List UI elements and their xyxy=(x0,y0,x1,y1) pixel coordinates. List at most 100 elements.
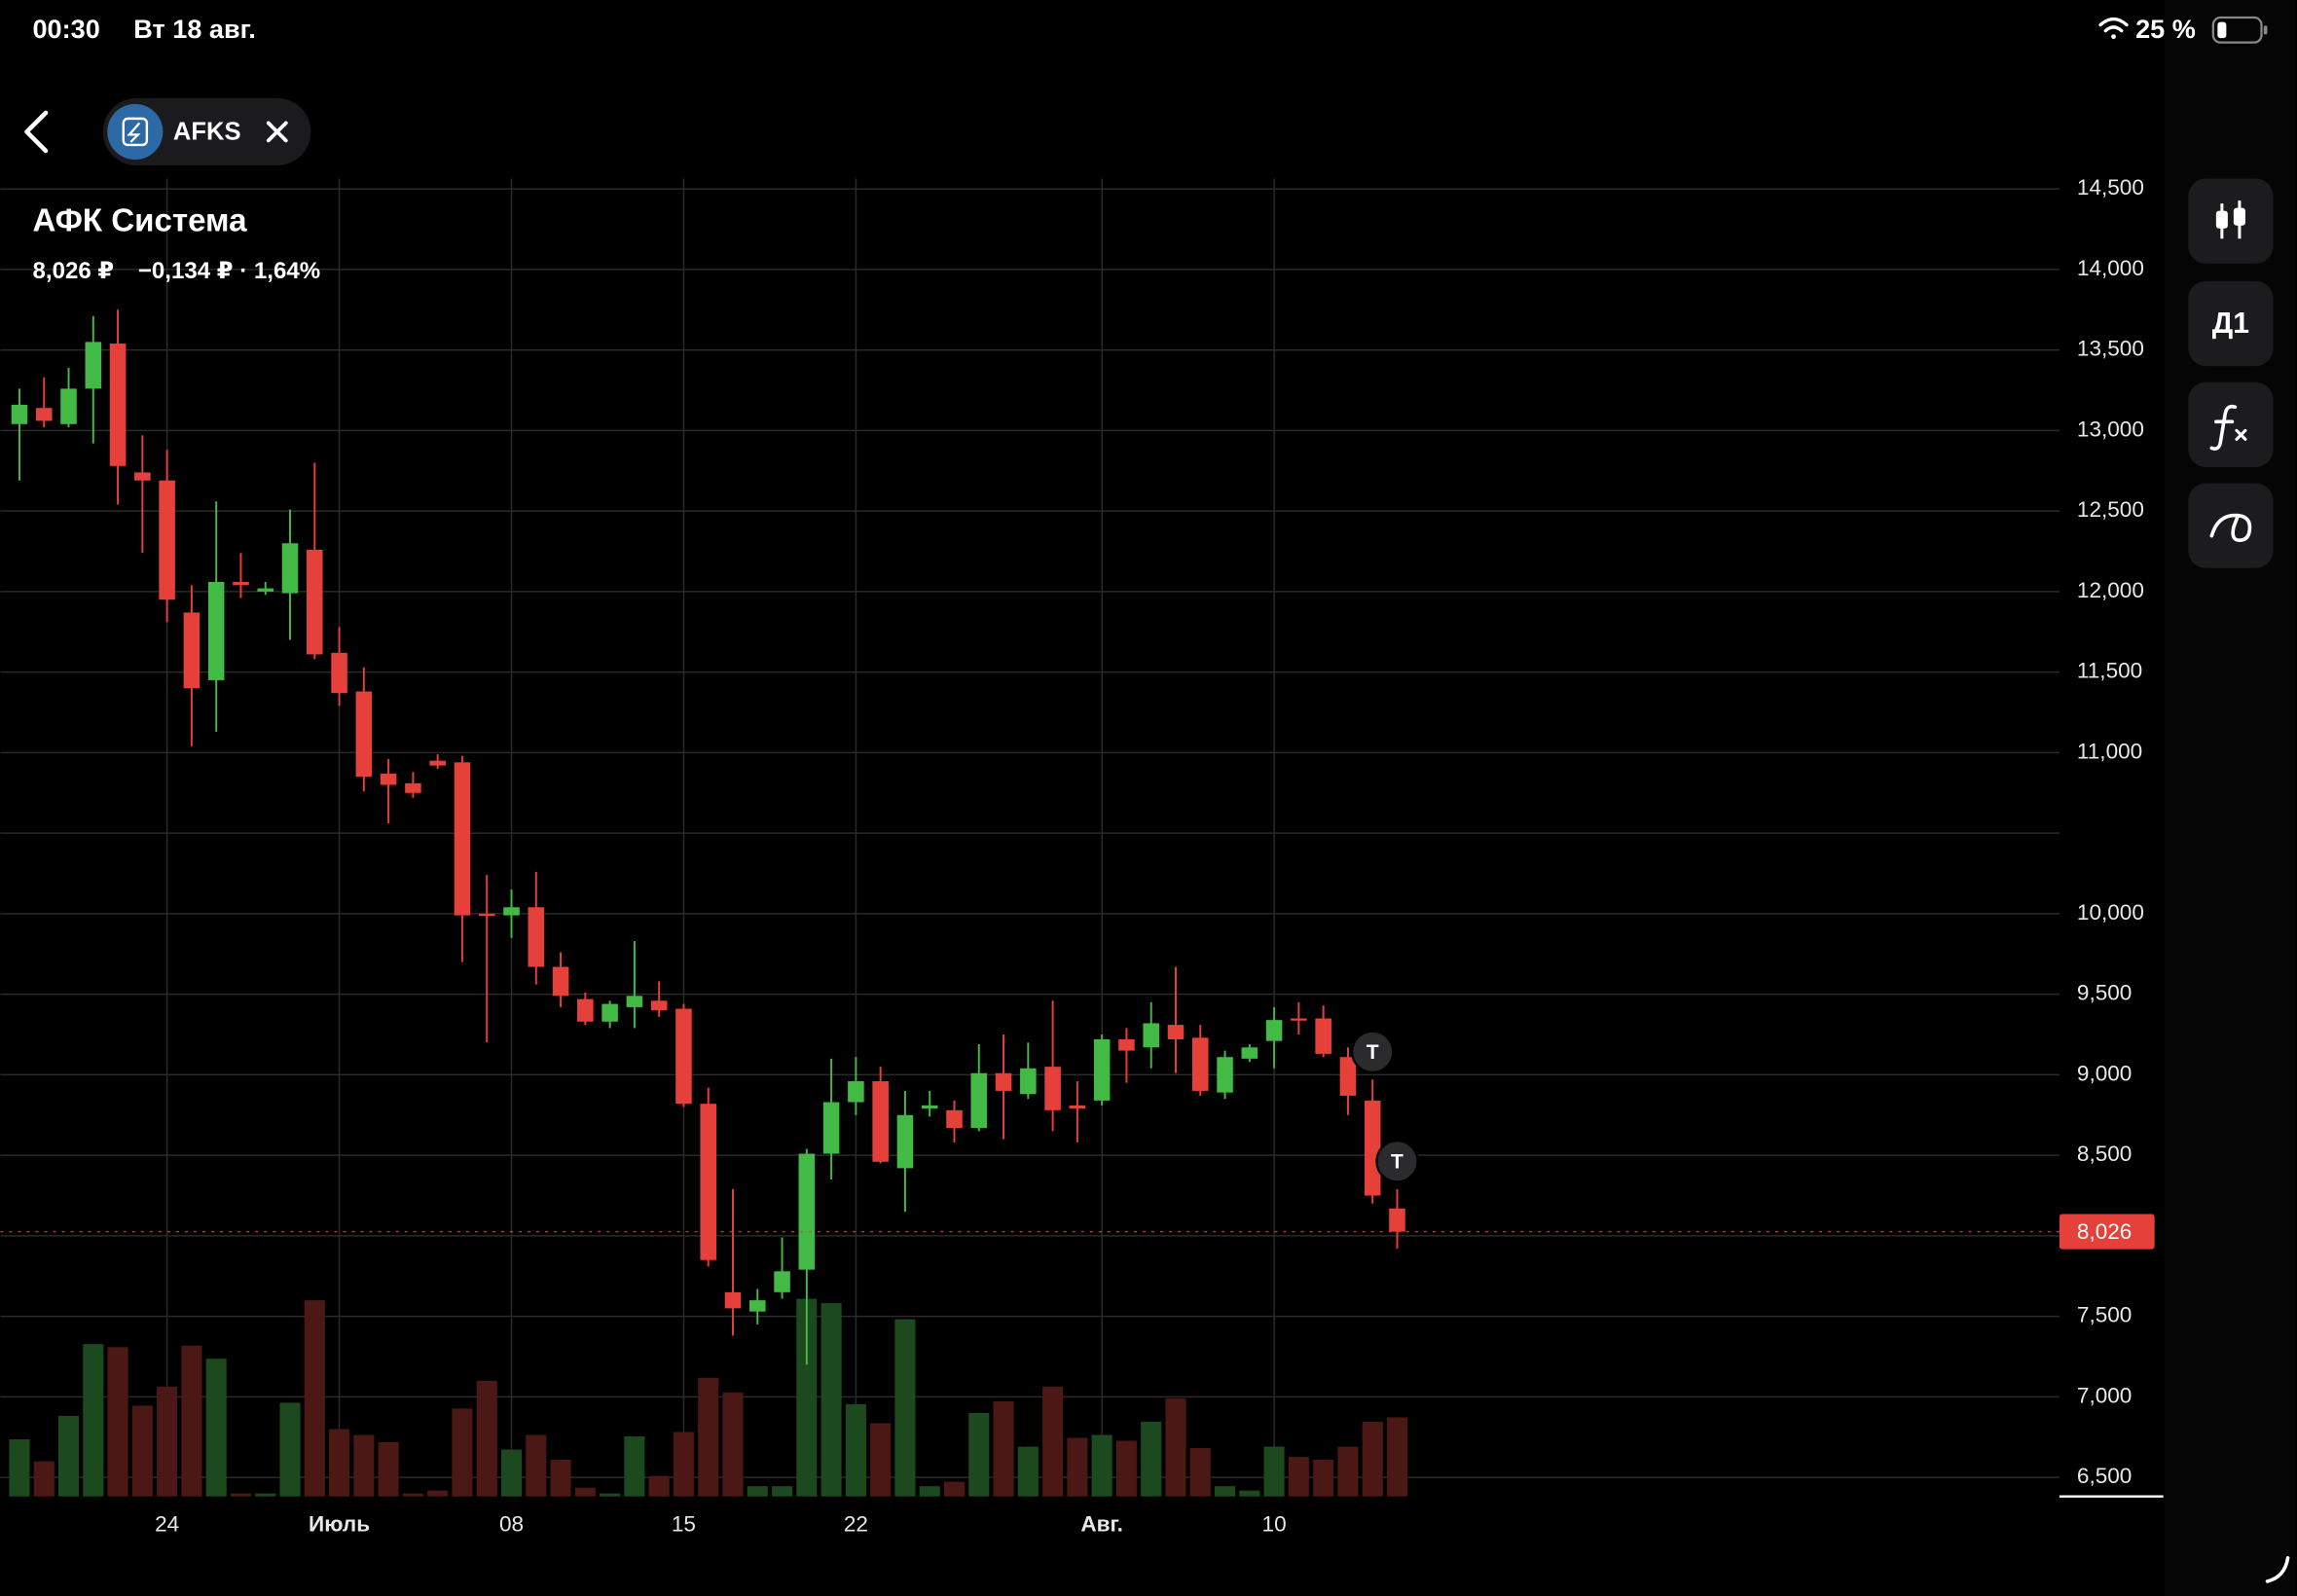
candle-body xyxy=(454,762,471,916)
volume-bar xyxy=(1386,1417,1408,1497)
candle-body xyxy=(1167,1025,1185,1039)
candle-body xyxy=(1265,1020,1283,1041)
candle-body xyxy=(233,581,249,586)
volume-bar xyxy=(83,1344,104,1497)
volume-bar xyxy=(600,1493,621,1497)
current-price-label: 8,026 xyxy=(2077,1219,2132,1244)
x-tick-label: 22 xyxy=(844,1512,868,1537)
y-tick-label: 13,500 xyxy=(2077,337,2144,361)
candle-body xyxy=(1069,1105,1086,1109)
volume-bar xyxy=(107,1347,128,1497)
candle-body xyxy=(650,1000,668,1011)
candle-body xyxy=(1364,1100,1381,1196)
x-tick-label: Авг. xyxy=(1080,1512,1123,1537)
chart-type-button[interactable] xyxy=(2188,178,2274,264)
candle-body xyxy=(380,773,397,785)
ticker: AFKS xyxy=(173,119,241,146)
volume-bar xyxy=(1091,1434,1112,1497)
candle-body xyxy=(1093,1038,1111,1101)
candle-body xyxy=(675,1008,692,1105)
candle-body xyxy=(331,652,347,694)
chart-title: АФК Система xyxy=(33,202,248,238)
volume-bar xyxy=(1042,1386,1064,1497)
volume-bar xyxy=(894,1319,916,1497)
candle-body xyxy=(134,472,151,481)
candle-body xyxy=(822,1102,840,1154)
volume-bar xyxy=(574,1487,596,1497)
volume-bar xyxy=(9,1439,30,1497)
status-date: Вт 18 авг. xyxy=(133,14,255,44)
volume-bar xyxy=(1313,1460,1334,1497)
candle-body xyxy=(921,1105,938,1109)
volume-bar xyxy=(279,1402,301,1497)
candle-body xyxy=(724,1291,742,1309)
candle-body xyxy=(281,543,299,594)
volume-bar xyxy=(329,1429,350,1497)
interval-button[interactable]: Д1 xyxy=(2188,280,2274,367)
indicators-button[interactable] xyxy=(2188,381,2274,467)
volume-bar xyxy=(205,1359,227,1497)
volume-bar xyxy=(919,1486,940,1497)
volume-bar xyxy=(648,1475,670,1497)
volume-bar xyxy=(181,1345,202,1497)
volume-bar xyxy=(698,1377,719,1497)
event-marker-label: T xyxy=(1367,1041,1379,1064)
y-tick-label: 12,500 xyxy=(2077,497,2144,522)
volume-bar xyxy=(1215,1486,1236,1497)
battery-icon xyxy=(2211,16,2268,44)
volume-bar xyxy=(353,1434,375,1497)
volume-bar xyxy=(526,1434,547,1497)
resize-handle[interactable] xyxy=(2265,1556,2290,1583)
candle-body xyxy=(405,782,421,793)
back-button[interactable] xyxy=(24,110,49,154)
x-tick-label: 15 xyxy=(672,1512,696,1537)
candle-body xyxy=(1389,1208,1405,1232)
volume-bar xyxy=(255,1493,276,1497)
candle-body xyxy=(1217,1057,1233,1093)
volume-bar xyxy=(57,1415,80,1497)
close-ticker[interactable] xyxy=(266,121,288,143)
candle-body xyxy=(1118,1038,1135,1051)
y-tick-label: 11,000 xyxy=(2077,739,2142,763)
candle-body xyxy=(1143,1023,1159,1048)
volume-bar xyxy=(378,1442,399,1497)
y-tick-label: 10,000 xyxy=(2077,900,2144,925)
candle-body xyxy=(970,1072,988,1129)
candle-body xyxy=(700,1104,716,1260)
volume-bar xyxy=(1017,1446,1039,1497)
y-tick-label: 14,500 xyxy=(2077,175,2144,200)
candle-body xyxy=(1191,1037,1209,1091)
x-tick-label: 08 xyxy=(499,1512,524,1537)
candle-body xyxy=(552,966,569,997)
candle-body xyxy=(60,388,77,424)
volume-bar xyxy=(1189,1448,1211,1497)
volume-bar xyxy=(772,1486,793,1497)
candle-body xyxy=(35,408,53,421)
price-change: −0,134 ₽ · 1,64% xyxy=(138,258,320,284)
volume-bar xyxy=(993,1400,1014,1497)
candle-body xyxy=(528,907,545,967)
candle-body xyxy=(1339,1057,1357,1096)
y-tick-label: 7,000 xyxy=(2077,1383,2132,1407)
x-tick-label: Июль xyxy=(309,1512,370,1537)
candle-body xyxy=(1044,1067,1061,1110)
volume-bar xyxy=(33,1461,55,1497)
drawing-button[interactable] xyxy=(2188,483,2274,568)
y-tick-label: 14,000 xyxy=(2077,256,2144,280)
candle-body xyxy=(307,549,323,655)
volume-bar xyxy=(820,1303,842,1497)
volume-bar xyxy=(1263,1446,1285,1497)
y-tick-label: 11,500 xyxy=(2077,659,2142,683)
plot: 6,5007,0007,5008,0008,5009,0009,50010,00… xyxy=(0,175,2164,1537)
volume-bar xyxy=(131,1405,153,1497)
candle-body xyxy=(11,404,28,424)
x-tick-label: 10 xyxy=(1262,1512,1287,1537)
candle-body xyxy=(159,480,175,600)
volume-bar xyxy=(1362,1421,1383,1497)
ticker-chip[interactable]: AFKS xyxy=(102,97,311,166)
battery-level: 25 % xyxy=(2135,14,2196,44)
volume-bar xyxy=(845,1403,866,1497)
wifi-icon xyxy=(2098,17,2129,40)
y-tick-label: 9,500 xyxy=(2077,981,2132,1005)
